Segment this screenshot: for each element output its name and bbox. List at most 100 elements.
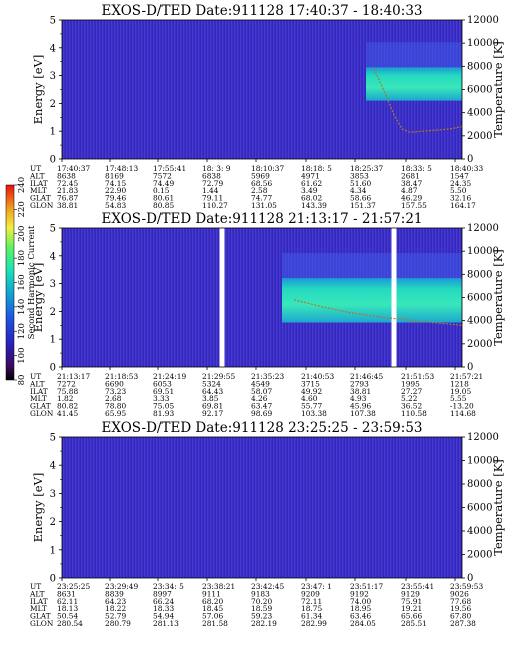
table-cell: 114.68 xyxy=(450,409,476,418)
colorbar-tick-label: 200 xyxy=(17,226,27,242)
table-cell: 21:13:17 xyxy=(57,372,90,381)
table-cell: 0.15 xyxy=(153,186,170,195)
table-cell: 74.15 xyxy=(105,179,126,188)
table-row-label: UT xyxy=(30,372,41,381)
panel-2: EXOS-D/TED Date:911128 21:13:17 - 21:57:… xyxy=(29,211,505,418)
intensity-band xyxy=(366,67,462,101)
table-cell: 17:40:37 xyxy=(57,164,90,173)
table-cell: 70.20 xyxy=(251,597,272,606)
table-cell: 75.05 xyxy=(153,402,174,411)
table-cell: 6838 xyxy=(202,171,221,180)
y-tick-label: 2 xyxy=(50,307,56,318)
table-cell: 66.24 xyxy=(153,597,174,606)
table-cell: 1218 xyxy=(450,379,469,388)
table-cell: 62.11 xyxy=(57,597,78,606)
y-tick-label: 5 xyxy=(50,433,56,444)
table-cell: 79.11 xyxy=(202,194,223,203)
table-cell: 75.88 xyxy=(57,387,78,396)
y-axis-label: Energy [eV] xyxy=(31,55,45,125)
table-cell: 74.77 xyxy=(251,194,272,203)
colorbar-tick-label: 80 xyxy=(17,375,27,386)
table-cell: 9183 xyxy=(251,589,270,598)
y-tick-label: 0 xyxy=(50,574,56,585)
table-cell: 8169 xyxy=(105,171,124,180)
table-cell: 21:18:53 xyxy=(105,372,138,381)
y2-tick-label: 6000 xyxy=(467,503,492,514)
table-cell: 73.23 xyxy=(105,387,126,396)
y2-tick-label: 10000 xyxy=(467,38,499,49)
table-cell: 23:29:49 xyxy=(105,582,138,591)
data-gap xyxy=(391,228,397,367)
table-cell: 19.56 xyxy=(450,604,471,613)
y-tick-label: 4 xyxy=(50,43,56,54)
y2-tick-label: 10000 xyxy=(467,456,499,467)
y-axis-label: Energy [eV] xyxy=(31,473,45,543)
y-tick-label: 3 xyxy=(50,71,56,82)
y2-tick-label: 0 xyxy=(467,362,473,373)
table-cell: 23:55:41 xyxy=(401,582,434,591)
colorbar-tick-label: 220 xyxy=(17,201,27,217)
table-cell: 72.11 xyxy=(301,597,322,606)
y-tick-label: 2 xyxy=(50,517,56,528)
y2-axis-label: Temperature [K] xyxy=(491,459,505,556)
table-cell: 131.05 xyxy=(251,201,277,210)
table-cell: 281.13 xyxy=(153,619,179,628)
table-cell: 68.56 xyxy=(251,179,272,188)
table-row-label: MLT xyxy=(30,186,47,195)
table-cell: 1.82 xyxy=(57,394,73,403)
table-cell: 1995 xyxy=(401,379,420,388)
table-cell: 54.83 xyxy=(105,201,126,210)
table-cell: 18:25:37 xyxy=(350,164,383,173)
table-cell: 280.54 xyxy=(57,619,83,628)
table-cell: 65.66 xyxy=(401,612,422,621)
temperature-curve xyxy=(373,68,463,134)
y2-tick-label: 4000 xyxy=(467,316,492,327)
table-cell: 98.69 xyxy=(251,409,272,418)
table-cell: 58.66 xyxy=(350,194,371,203)
table-cell: 38.81 xyxy=(350,387,371,396)
table-cell: 55.77 xyxy=(301,402,322,411)
data-gap xyxy=(219,228,225,367)
table-row-label: GLON xyxy=(30,409,54,418)
table-cell: 72.79 xyxy=(202,179,223,188)
table-row-label: UT xyxy=(30,164,41,173)
intensity-band xyxy=(282,278,462,323)
y2-tick-label: 4000 xyxy=(467,526,492,537)
table-cell: 68.20 xyxy=(202,597,223,606)
table-cell: 4.26 xyxy=(251,394,268,403)
table-cell: 38.47 xyxy=(401,179,422,188)
table-cell: 21:51:53 xyxy=(401,372,434,381)
table-cell: 22.90 xyxy=(105,186,126,195)
table-cell: 5324 xyxy=(202,379,221,388)
table-cell: 2793 xyxy=(350,379,369,388)
colorbar-tick-label: 140 xyxy=(17,299,27,315)
table-cell: 74.00 xyxy=(350,597,371,606)
table-cell: 19.05 xyxy=(450,387,471,396)
intensity-halo xyxy=(366,42,462,68)
y2-tick-label: 8000 xyxy=(467,269,492,280)
colorbar-label: Second Harmonic Current xyxy=(27,225,37,339)
table-cell: 19.21 xyxy=(401,604,422,613)
table-cell: 69.81 xyxy=(202,402,223,411)
table-cell: 3.33 xyxy=(153,394,170,403)
table-cell: 63.47 xyxy=(251,402,272,411)
table-cell: 5.55 xyxy=(450,394,467,403)
table-cell: 23:25:25 xyxy=(57,582,90,591)
table-cell: 9026 xyxy=(450,589,469,598)
spectrogram-background xyxy=(62,437,462,578)
table-cell: 18.33 xyxy=(153,604,174,613)
table-cell: 281.58 xyxy=(202,619,228,628)
panel-1: EXOS-D/TED Date:911128 17:40:37 - 18:40:… xyxy=(29,3,505,210)
table-cell: 68.02 xyxy=(301,194,322,203)
y2-tick-label: 0 xyxy=(467,573,473,584)
y-tick-label: 4 xyxy=(50,461,56,472)
table-cell: 92.17 xyxy=(202,409,223,418)
table-cell: 5969 xyxy=(251,171,270,180)
table-cell: 7572 xyxy=(153,171,172,180)
table-row-label: ALT xyxy=(29,589,45,598)
table-cell: 1547 xyxy=(450,171,469,180)
y-tick-label: 3 xyxy=(50,279,56,290)
table-cell: 21:57:21 xyxy=(450,372,483,381)
table-cell: 18.13 xyxy=(57,604,78,613)
table-cell: 17:48:13 xyxy=(105,164,138,173)
